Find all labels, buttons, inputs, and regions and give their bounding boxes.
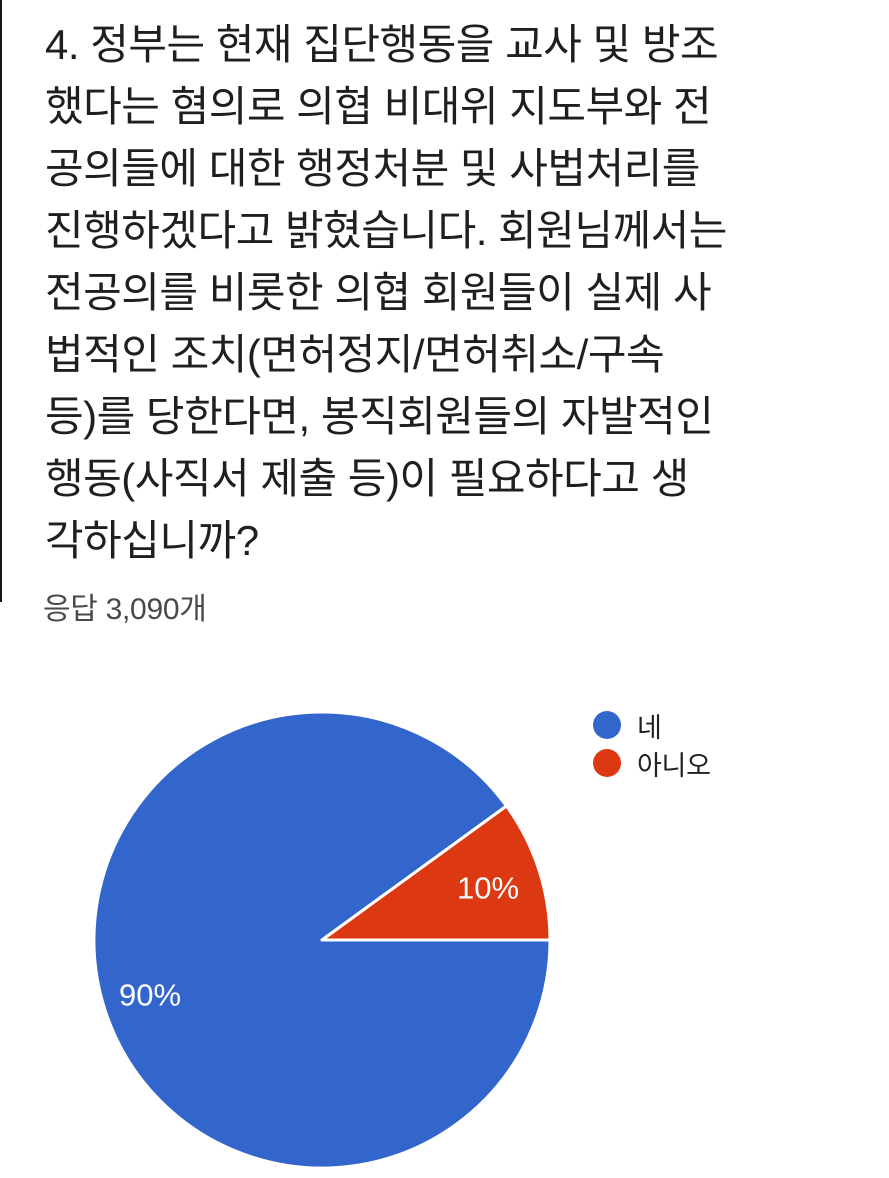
pie-slice-no[interactable] [320,804,552,942]
question-line: 전공의를 비롯한 의협 회원들이 실제 사 [45,269,712,316]
pie-slice-label-no: 10% [457,871,519,906]
question-line: 진행하겠다고 밝혔습니다. 회원님께서는 [45,207,727,254]
question-line: 공의들에 대한 행정처분 및 사법처리를 [45,145,700,192]
pie-chart: 90% 10% [0,680,889,1178]
legend-dot-yes-icon [593,711,621,739]
question-line: 법적인 조치(면허정지/면허취소/구속 [45,331,665,378]
question-title: 4. 정부는 현재 집단행동을 교사 및 방조 했다는 혐의로 의협 비대위 지… [45,14,855,572]
legend-dot-no-icon [593,749,621,777]
question-line: 했다는 혐의로 의협 비대위 지도부와 전 [45,83,712,130]
response-count: 응답 3,090개 [43,593,207,626]
left-edge-artifact [0,0,2,602]
legend-item-no: 아니오 [593,749,711,781]
legend-item-yes: 네 [593,711,711,743]
question-line: 4. 정부는 현재 집단행동을 교사 및 방조 [45,21,719,68]
legend-label-no: 아니오 [637,750,711,781]
question-line: 각하십니까? [45,517,259,564]
question-line: 등)를 당한다면, 봉직회원들의 자발적인 [45,393,714,440]
chart-legend: 네 아니오 [593,711,711,787]
legend-label-yes: 네 [637,712,662,743]
question-line: 행동(사직서 제출 등)이 필요하다고 생 [45,455,689,502]
pie-slice-label-yes: 90% [119,978,181,1013]
